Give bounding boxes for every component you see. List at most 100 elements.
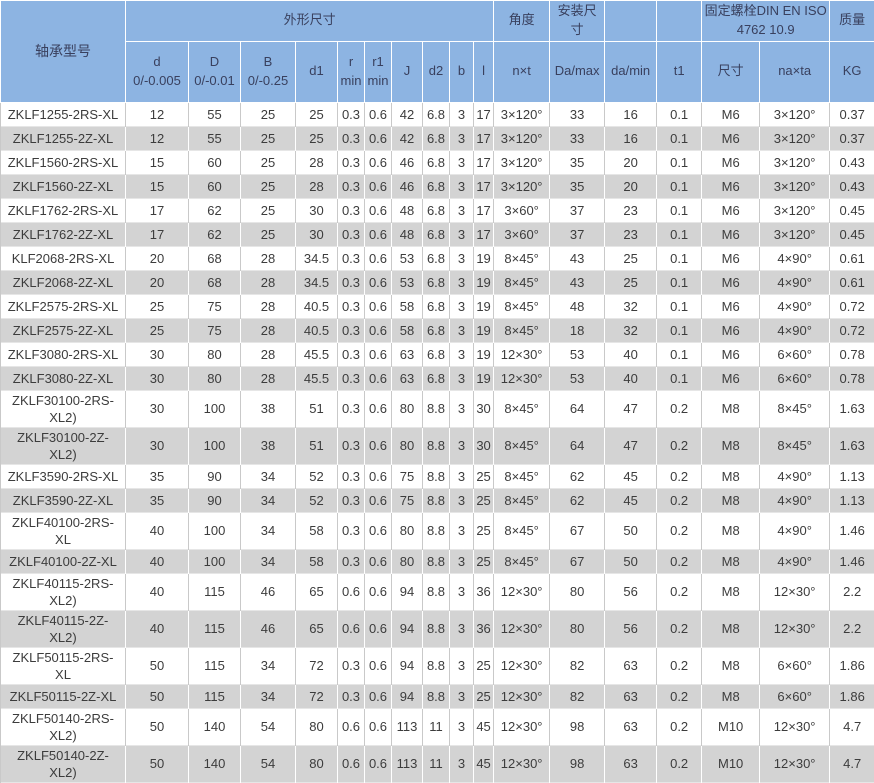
cell-r: 0.3 <box>338 222 365 246</box>
cell-t1: 0.2 <box>657 573 702 610</box>
cell-d2: 8.8 <box>423 684 450 708</box>
cell-chicun: M8 <box>702 512 760 549</box>
cell-da-min: 63 <box>605 647 657 684</box>
cell-d1: 25 <box>296 126 338 150</box>
cell-kg: 1.13 <box>830 488 874 512</box>
cell-t1: 0.2 <box>657 488 702 512</box>
cell-da-min: 45 <box>605 464 657 488</box>
cell-D: 75 <box>189 294 241 318</box>
cell-da-min: 45 <box>605 488 657 512</box>
cell-d2: 6.8 <box>423 366 450 390</box>
cell-nxt: 12×30° <box>494 610 550 647</box>
cell-nxt: 8×45° <box>494 488 550 512</box>
cell-l: 19 <box>474 342 494 366</box>
cell-b: 3 <box>450 174 474 198</box>
column-header-r1: r1 min <box>365 41 392 102</box>
cell-naxta: 6×60° <box>760 684 830 708</box>
cell-model: ZKLF3080-2RS-XL <box>1 342 126 366</box>
cell-d: 30 <box>126 427 189 464</box>
cell-naxta: 3×120° <box>760 126 830 150</box>
cell-nxt: 8×45° <box>494 318 550 342</box>
cell-nxt: 8×45° <box>494 549 550 573</box>
cell-d1: 65 <box>296 610 338 647</box>
cell-d2: 8.8 <box>423 647 450 684</box>
cell-chicun: M6 <box>702 150 760 174</box>
cell-r1: 0.6 <box>365 174 392 198</box>
cell-t1: 0.1 <box>657 150 702 174</box>
column-group-empty-1 <box>605 1 657 42</box>
cell-Da-max: 64 <box>550 390 605 427</box>
cell-da-min: 23 <box>605 222 657 246</box>
cell-B: 28 <box>241 270 296 294</box>
cell-d: 35 <box>126 488 189 512</box>
cell-b: 3 <box>450 150 474 174</box>
cell-nxt: 3×120° <box>494 174 550 198</box>
cell-chicun: M6 <box>702 174 760 198</box>
column-group-jiaodu: 角度 <box>494 1 550 42</box>
column-group-zhiliang: 质量 <box>830 1 874 42</box>
cell-Da-max: 37 <box>550 198 605 222</box>
cell-d: 30 <box>126 390 189 427</box>
cell-Da-max: 67 <box>550 512 605 549</box>
cell-B: 25 <box>241 222 296 246</box>
cell-B: 25 <box>241 102 296 126</box>
cell-r: 0.3 <box>338 647 365 684</box>
cell-r1: 0.6 <box>365 708 392 745</box>
cell-l: 19 <box>474 366 494 390</box>
cell-nxt: 3×120° <box>494 126 550 150</box>
cell-model: ZKLF1762-2RS-XL <box>1 198 126 222</box>
cell-r1: 0.6 <box>365 222 392 246</box>
cell-r1: 0.6 <box>365 745 392 782</box>
cell-naxta: 12×30° <box>760 610 830 647</box>
cell-l: 17 <box>474 102 494 126</box>
cell-b: 3 <box>450 246 474 270</box>
cell-r: 0.3 <box>338 366 365 390</box>
cell-D: 90 <box>189 464 241 488</box>
cell-chicun: M8 <box>702 610 760 647</box>
cell-J: 113 <box>392 745 423 782</box>
cell-model: ZKLF50140-2RS- XL2) <box>1 708 126 745</box>
cell-d2: 6.8 <box>423 222 450 246</box>
cell-nxt: 8×45° <box>494 390 550 427</box>
cell-da-min: 20 <box>605 150 657 174</box>
cell-Da-max: 37 <box>550 222 605 246</box>
cell-t1: 0.2 <box>657 549 702 573</box>
cell-b: 3 <box>450 342 474 366</box>
cell-B: 38 <box>241 390 296 427</box>
cell-r: 0.6 <box>338 708 365 745</box>
cell-b: 3 <box>450 549 474 573</box>
cell-d1: 34.5 <box>296 246 338 270</box>
cell-da-min: 20 <box>605 174 657 198</box>
cell-chicun: M8 <box>702 647 760 684</box>
cell-D: 90 <box>189 488 241 512</box>
cell-B: 25 <box>241 198 296 222</box>
cell-kg: 0.45 <box>830 198 874 222</box>
cell-chicun: M6 <box>702 318 760 342</box>
cell-D: 140 <box>189 745 241 782</box>
cell-l: 30 <box>474 427 494 464</box>
cell-D: 115 <box>189 610 241 647</box>
cell-naxta: 8×45° <box>760 390 830 427</box>
cell-d2: 8.8 <box>423 488 450 512</box>
cell-d: 20 <box>126 246 189 270</box>
cell-model: ZKLF30100-2RS- XL2) <box>1 390 126 427</box>
cell-Da-max: 43 <box>550 270 605 294</box>
cell-d1: 72 <box>296 647 338 684</box>
cell-da-min: 32 <box>605 318 657 342</box>
cell-d2: 6.8 <box>423 174 450 198</box>
cell-kg: 0.78 <box>830 366 874 390</box>
cell-B: 34 <box>241 647 296 684</box>
cell-da-min: 47 <box>605 390 657 427</box>
cell-kg: 0.61 <box>830 270 874 294</box>
cell-r1: 0.6 <box>365 270 392 294</box>
cell-J: 58 <box>392 294 423 318</box>
cell-l: 25 <box>474 549 494 573</box>
cell-d: 50 <box>126 745 189 782</box>
